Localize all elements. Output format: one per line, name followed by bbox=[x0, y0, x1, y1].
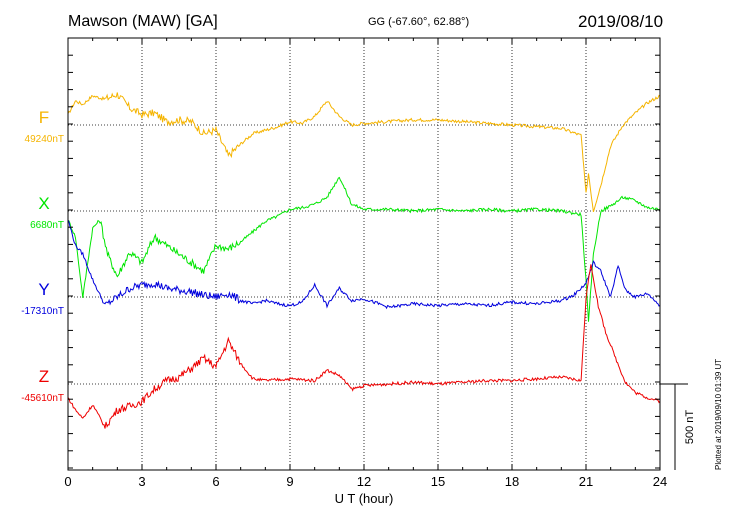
series-name-x: X bbox=[38, 194, 49, 213]
baseline-label-z: -45610nT bbox=[21, 393, 64, 404]
baseline-label-y: -17310nT bbox=[21, 306, 64, 317]
x-tick-label: 6 bbox=[212, 474, 219, 489]
baseline-label-x: 6680nT bbox=[30, 220, 64, 231]
series-line-f bbox=[67, 92, 661, 213]
grid-lines bbox=[68, 38, 660, 470]
axes: 0 3 6 9 12 15 18 21 24 bbox=[64, 37, 667, 489]
x-tick-label: 15 bbox=[431, 474, 445, 489]
series-name-y: Y bbox=[38, 280, 49, 299]
scale-bar: 500 nT bbox=[660, 383, 696, 470]
coordinates-label: GG (-67.60°, 62.88°) bbox=[368, 16, 470, 28]
scale-bar-label: 500 nT bbox=[684, 410, 696, 445]
x-tick-label: 21 bbox=[579, 474, 593, 489]
x-tick-label: 12 bbox=[357, 474, 371, 489]
x-axis-label: U T (hour) bbox=[335, 491, 394, 506]
series-line-z bbox=[67, 264, 661, 429]
series-line-y bbox=[67, 219, 661, 310]
series-line-x bbox=[67, 176, 661, 322]
x-tick-label: 9 bbox=[286, 474, 293, 489]
series-name-z: Z bbox=[39, 367, 49, 386]
series-lines bbox=[67, 92, 661, 429]
x-tick-label: 0 bbox=[64, 474, 71, 489]
station-title: Mawson (MAW) [GA] bbox=[68, 13, 218, 30]
x-tick-label: 3 bbox=[138, 474, 145, 489]
series-name-f: F bbox=[39, 108, 49, 127]
baseline-label-f: 49240nT bbox=[25, 134, 64, 145]
x-tick-label: 18 bbox=[505, 474, 519, 489]
series-labels: F 49240nT X 6680nT Y -17310nT Z -45610nT bbox=[21, 108, 64, 404]
date-label: 2019/08/10 bbox=[578, 12, 664, 31]
x-tick-label: 24 bbox=[653, 474, 667, 489]
